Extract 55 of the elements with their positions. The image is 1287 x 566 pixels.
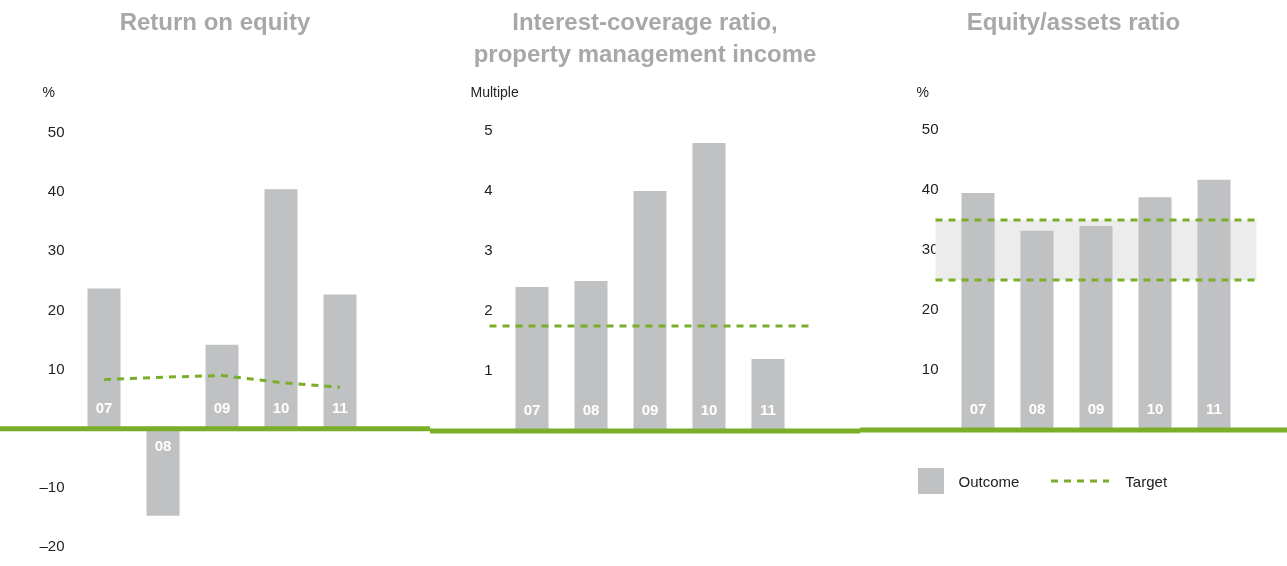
bar	[1020, 230, 1054, 430]
x-tick-label: 10	[1146, 400, 1164, 418]
legend-label: Outcome	[958, 472, 1020, 490]
y-axis-title: Multiple	[470, 84, 519, 100]
bar	[323, 294, 357, 429]
bar	[87, 288, 121, 429]
y-axis-title: %	[916, 84, 929, 100]
x-tick-label: 07	[523, 401, 541, 419]
bar	[1197, 179, 1231, 430]
y-tick-label: 20	[47, 300, 65, 318]
bar	[264, 189, 298, 429]
x-tick-label: 07	[95, 398, 113, 416]
y-tick-label: 3	[484, 241, 493, 259]
x-tick-label: 11	[332, 398, 348, 416]
bar	[1138, 197, 1172, 430]
x-tick-label: 07	[969, 400, 987, 418]
chart-title: Interest-coverage ratio, property management income	[472, 7, 818, 69]
bar	[961, 193, 995, 430]
y-tick-label: 2	[484, 301, 493, 319]
x-tick-label: 08	[582, 401, 600, 419]
y-tick-label: –10	[39, 478, 65, 495]
y-tick-label: 20	[921, 300, 939, 318]
line-series	[102, 373, 342, 389]
x-tick-label: 11	[760, 401, 776, 419]
x-tick-label: 10	[272, 398, 290, 416]
bar	[515, 287, 549, 431]
chart-title: Equity/assets ratio	[965, 7, 1182, 37]
y-tick-label: 50	[921, 120, 939, 138]
x-tick-label: 08	[154, 436, 172, 454]
y-tick-label: 4	[484, 181, 493, 199]
y-tick-label: 1	[484, 361, 493, 379]
bar	[205, 344, 239, 429]
x-tick-label: 11	[1206, 400, 1222, 418]
y-tick-label: –20	[39, 537, 65, 555]
bar	[574, 281, 608, 431]
bar	[146, 428, 180, 516]
y-tick-label: 50	[47, 123, 65, 141]
bar	[692, 143, 726, 431]
x-tick-label: 09	[213, 398, 231, 416]
bar	[751, 359, 785, 431]
y-tick-label: 5	[484, 121, 493, 139]
legend-label: Target	[1125, 472, 1168, 490]
x-tick-label: 09	[641, 401, 659, 419]
y-tick-label: 40	[921, 180, 939, 198]
chart-title: Return on equity	[118, 7, 312, 37]
y-tick-label: 30	[47, 241, 65, 259]
y-tick-label: 40	[47, 182, 65, 200]
x-tick-label: 10	[700, 401, 718, 419]
bar	[1079, 226, 1113, 430]
bar	[633, 191, 667, 431]
y-tick-label: 10	[921, 360, 939, 378]
x-tick-label: 09	[1087, 400, 1105, 418]
x-tick-label: 08	[1028, 400, 1046, 418]
y-axis-title: %	[42, 84, 55, 100]
y-tick-label: 10	[47, 359, 65, 377]
